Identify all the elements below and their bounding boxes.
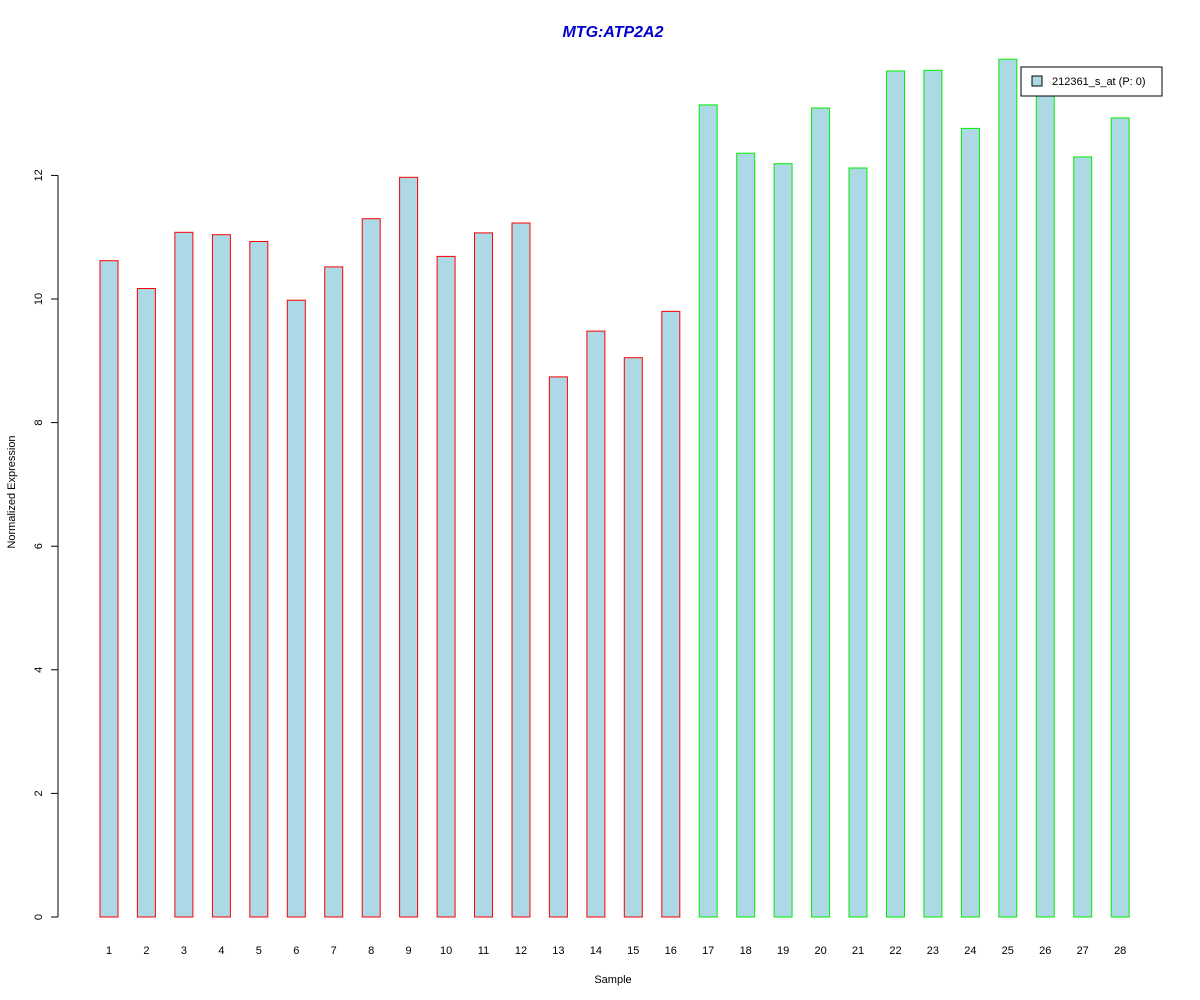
x-tick-label: 16 bbox=[665, 945, 677, 957]
y-tick-label: 4 bbox=[33, 667, 45, 673]
bar bbox=[998, 58, 1018, 918]
bar bbox=[1110, 117, 1130, 918]
x-tick-label: 26 bbox=[1039, 945, 1051, 957]
x-tick-label: 24 bbox=[964, 945, 976, 957]
x-tick-label: 1 bbox=[106, 945, 112, 957]
x-tick-label: 22 bbox=[889, 945, 901, 957]
y-tick-label: 12 bbox=[33, 169, 45, 181]
y-tick-label: 10 bbox=[33, 293, 45, 305]
legend-label: 212361_s_at (P: 0) bbox=[1052, 76, 1146, 88]
x-tick-label: 10 bbox=[440, 945, 452, 957]
bar bbox=[548, 376, 568, 918]
bar bbox=[324, 266, 344, 918]
bar bbox=[511, 222, 531, 918]
bar bbox=[661, 310, 681, 918]
bar bbox=[99, 260, 119, 918]
x-tick-label: 4 bbox=[218, 945, 224, 957]
bar bbox=[286, 299, 306, 918]
x-tick-label: 20 bbox=[814, 945, 826, 957]
y-axis: 0 2 4 6 8 10 12 bbox=[33, 169, 59, 920]
x-tick-label: 12 bbox=[515, 945, 527, 957]
x-tick-label: 8 bbox=[368, 945, 374, 957]
x-tick-label: 11 bbox=[478, 945, 489, 957]
bar bbox=[586, 330, 606, 918]
y-axis-label: Normalized Expression bbox=[6, 435, 18, 548]
legend: 212361_s_at (P: 0) bbox=[1020, 66, 1163, 97]
bar bbox=[736, 152, 756, 918]
bar bbox=[848, 167, 868, 918]
bar bbox=[211, 234, 231, 918]
x-tick-label: 2 bbox=[143, 945, 149, 957]
bar bbox=[960, 127, 980, 918]
x-tick-label: 17 bbox=[702, 945, 714, 957]
bar bbox=[773, 163, 793, 918]
x-tick-label: 21 bbox=[852, 945, 864, 957]
bar bbox=[698, 104, 718, 918]
x-tick-label: 9 bbox=[406, 945, 412, 957]
bar bbox=[399, 176, 419, 918]
chart-title: MTG:ATP2A2 bbox=[562, 24, 663, 41]
legend-swatch bbox=[1031, 75, 1043, 87]
bar bbox=[1035, 87, 1055, 918]
legend-box bbox=[1020, 66, 1163, 97]
bar bbox=[136, 288, 156, 918]
x-tick-label: 28 bbox=[1114, 945, 1126, 957]
bar bbox=[249, 241, 269, 918]
bar bbox=[436, 255, 456, 918]
x-axis-label: Sample bbox=[594, 974, 631, 986]
bar bbox=[811, 107, 831, 918]
x-tick-label: 25 bbox=[1002, 945, 1014, 957]
x-tick-label: 23 bbox=[927, 945, 939, 957]
y-tick-label: 8 bbox=[33, 420, 45, 426]
x-tick-labels: 1 2 3 4 5 6 7 8 9 10 11 12 13 14 15 16 17 18 19 20 21 22 23 24 2… bbox=[106, 945, 1126, 957]
x-tick-label: 3 bbox=[181, 945, 187, 957]
x-tick-label: 19 bbox=[777, 945, 789, 957]
x-tick-label: 7 bbox=[331, 945, 337, 957]
bar bbox=[923, 69, 943, 918]
y-tick-label: 0 bbox=[33, 914, 45, 920]
y-tick-label: 6 bbox=[33, 543, 45, 549]
x-tick-label: 18 bbox=[740, 945, 752, 957]
bar bbox=[474, 232, 493, 918]
x-tick-label: 5 bbox=[256, 945, 262, 957]
x-tick-label: 27 bbox=[1077, 945, 1089, 957]
x-tick-label: 14 bbox=[590, 945, 602, 957]
bar bbox=[174, 231, 194, 918]
bar bbox=[623, 357, 643, 918]
x-tick-label: 15 bbox=[627, 945, 639, 957]
bar bbox=[361, 218, 381, 918]
bar bbox=[1073, 156, 1093, 918]
x-tick-label: 13 bbox=[552, 945, 564, 957]
bar bbox=[886, 70, 905, 918]
y-tick-label: 2 bbox=[33, 790, 45, 796]
x-tick-label: 6 bbox=[293, 945, 299, 957]
bars bbox=[99, 58, 1130, 918]
